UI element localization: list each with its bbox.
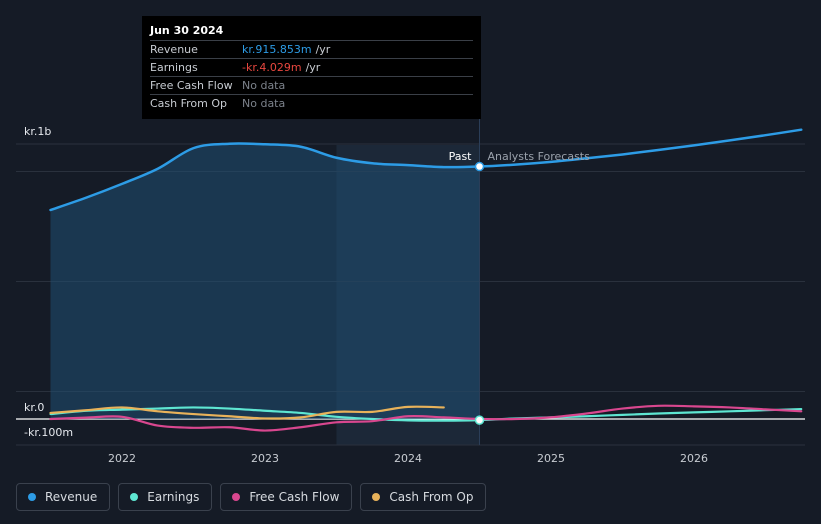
fcf-dot-icon <box>232 493 241 501</box>
tooltip-date: Jun 30 2024 <box>150 24 224 37</box>
tooltip-row-earnings: Earnings -kr.4.029m /yr <box>150 58 473 76</box>
legend-label: Revenue <box>45 490 98 504</box>
tooltip-value: kr.915.853m <box>242 43 312 56</box>
series-line-cfo <box>49 405 445 420</box>
tooltip-unit: /yr <box>305 61 321 74</box>
revenue-dot-icon <box>28 493 36 501</box>
legend-label: Free Cash Flow <box>249 490 340 504</box>
y-tick-label: kr.0 <box>24 401 44 414</box>
legend-item-revenue[interactable]: Revenue <box>16 483 111 511</box>
tooltip-label: Cash From Op <box>150 97 228 110</box>
tooltip-row-fcf: Free Cash Flow No data <box>150 76 473 94</box>
legend: Revenue Earnings Free Cash Flow Cash Fro… <box>16 483 487 511</box>
x-tick-label: 2026 <box>680 452 708 465</box>
legend-label: Cash From Op <box>389 490 474 504</box>
x-tick-label: 2022 <box>108 452 136 465</box>
tooltip-unit: /yr <box>315 43 331 56</box>
series-line-revenue <box>49 128 803 212</box>
tooltip-row-revenue: Revenue kr.915.853m /yr <box>150 40 473 58</box>
earnings-dot-icon <box>130 493 139 501</box>
tooltip-label: Earnings <box>150 61 198 74</box>
legend-item-free-cash-flow[interactable]: Free Cash Flow <box>220 483 353 511</box>
tooltip-label: Free Cash Flow <box>150 79 233 92</box>
tooltip-value: -kr.4.029m <box>242 61 302 74</box>
tooltip-value: No data <box>242 79 286 92</box>
y-tick-label: kr.1b <box>24 125 51 138</box>
tooltip-label: Revenue <box>150 43 198 56</box>
x-tick-label: 2024 <box>394 452 422 465</box>
legend-label: Earnings <box>147 490 200 504</box>
forecast-label: Analysts Forecasts <box>488 150 591 163</box>
y-tick-label: -kr.100m <box>24 426 73 439</box>
tooltip-value: No data <box>242 97 286 110</box>
legend-item-cash-from-op[interactable]: Cash From Op <box>360 483 487 511</box>
past-label: Past <box>449 150 473 163</box>
tooltip-row-cfo: Cash From Op No data <box>150 94 473 112</box>
legend-item-earnings[interactable]: Earnings <box>118 483 213 511</box>
x-tick-label: 2023 <box>251 452 279 465</box>
revenue-marker <box>474 161 485 172</box>
revenue-area <box>50 143 480 419</box>
series-line-earnings <box>49 406 803 422</box>
tooltip: Jun 30 2024 Revenue kr.915.853m /yr Earn… <box>142 16 481 119</box>
x-tick-label: 2025 <box>537 452 565 465</box>
cfo-dot-icon <box>372 493 381 501</box>
series-line-fcf <box>49 404 803 432</box>
earnings-marker <box>474 415 485 425</box>
